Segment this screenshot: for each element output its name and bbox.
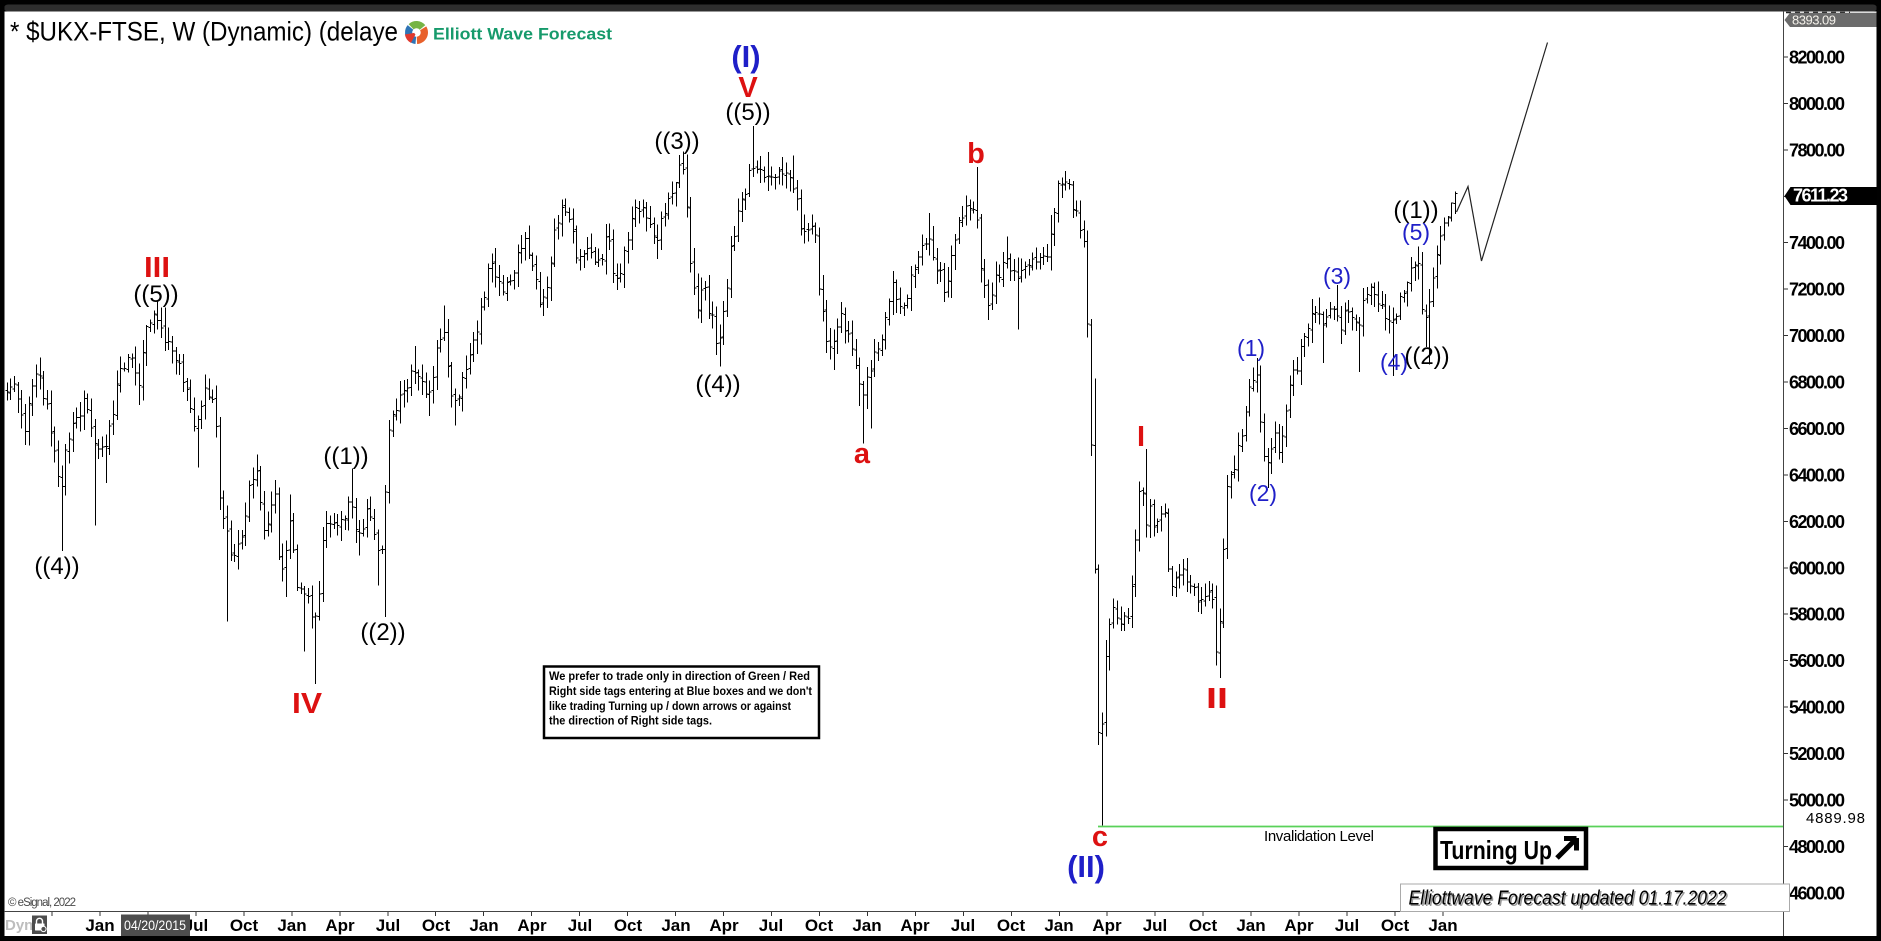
svg-text:Jul: Jul <box>568 916 593 935</box>
svg-text:4800.00: 4800.00 <box>1789 837 1845 857</box>
svg-text:Jan: Jan <box>1044 916 1073 935</box>
svg-text:8000.00: 8000.00 <box>1789 94 1845 114</box>
svg-text:We prefer to trade only in dir: We prefer to trade only in direction of … <box>549 669 810 683</box>
svg-text:c: c <box>1092 821 1108 853</box>
svg-text:Oct: Oct <box>614 916 643 935</box>
svg-text:Oct: Oct <box>997 916 1026 935</box>
svg-text:Oct: Oct <box>422 916 451 935</box>
svg-text:Apr: Apr <box>325 916 355 935</box>
svg-text:((5)): ((5)) <box>725 99 770 126</box>
svg-text:7000.00: 7000.00 <box>1789 326 1845 346</box>
svg-text:* $UKX-FTSE, W (Dynamic) (dela: * $UKX-FTSE, W (Dynamic) (delaye <box>10 17 398 47</box>
svg-text:III: III <box>144 252 170 284</box>
svg-text:Apr: Apr <box>517 916 547 935</box>
svg-text:8200.00: 8200.00 <box>1789 48 1845 68</box>
svg-text:II: II <box>1206 683 1228 715</box>
svg-text:((4)): ((4)) <box>34 553 79 580</box>
svg-text:Oct: Oct <box>1189 916 1218 935</box>
svg-text:6800.00: 6800.00 <box>1789 373 1845 393</box>
svg-text:© eSignal, 2022: © eSignal, 2022 <box>8 897 76 909</box>
svg-text:7200.00: 7200.00 <box>1789 280 1845 300</box>
svg-text:6600.00: 6600.00 <box>1789 419 1845 439</box>
svg-text:Jan: Jan <box>277 916 306 935</box>
svg-text:(1): (1) <box>1237 335 1265 361</box>
svg-text:b: b <box>967 138 985 170</box>
svg-text:Apr: Apr <box>1284 916 1314 935</box>
svg-text:6200.00: 6200.00 <box>1789 512 1845 532</box>
svg-text:like trading Turning up / down: like trading Turning up / down arrows or… <box>549 699 791 713</box>
svg-text:Right side tags entering at Bl: Right side tags entering at Blue boxes a… <box>549 684 812 698</box>
svg-text:Jul: Jul <box>951 916 976 935</box>
svg-text:Apr: Apr <box>709 916 739 935</box>
svg-text:((1)): ((1)) <box>1393 197 1438 224</box>
svg-text:Elliottwave Forecast updated 0: Elliottwave Forecast updated 01.17.2022 <box>1410 889 1728 911</box>
svg-text:7800.00: 7800.00 <box>1789 140 1845 160</box>
svg-text:((2)): ((2)) <box>1404 343 1449 370</box>
svg-text:5400.00: 5400.00 <box>1789 698 1845 718</box>
svg-text:4889.98: 4889.98 <box>1806 810 1865 827</box>
svg-text:IV: IV <box>292 688 323 720</box>
svg-text:V: V <box>738 72 758 104</box>
svg-text:8393.09: 8393.09 <box>1792 13 1836 28</box>
svg-text:Dyn: Dyn <box>5 917 33 934</box>
svg-text:Elliottwave Forecast updated 0: Elliottwave Forecast updated 01.17.2022 <box>1409 888 1727 910</box>
svg-text:Jan: Jan <box>661 916 690 935</box>
svg-text:Jul: Jul <box>1335 916 1360 935</box>
svg-text:4600.00: 4600.00 <box>1789 883 1845 903</box>
svg-text:Jan: Jan <box>85 916 114 935</box>
svg-text:Apr: Apr <box>1092 916 1122 935</box>
svg-text:(3): (3) <box>1323 263 1351 289</box>
svg-text:Oct: Oct <box>230 916 259 935</box>
svg-text:Jul: Jul <box>759 916 784 935</box>
svg-text:(I): (I) <box>731 39 760 74</box>
svg-text:5000.00: 5000.00 <box>1789 791 1845 811</box>
svg-text:a: a <box>854 438 871 470</box>
svg-text:(2): (2) <box>1249 480 1277 506</box>
svg-text:6000.00: 6000.00 <box>1789 558 1845 578</box>
svg-text:I: I <box>1137 421 1145 453</box>
svg-text:Jan: Jan <box>1428 916 1457 935</box>
svg-text:Apr: Apr <box>900 916 930 935</box>
svg-text:((4)): ((4)) <box>695 371 740 398</box>
svg-text:7400.00: 7400.00 <box>1789 233 1845 253</box>
svg-text:5600.00: 5600.00 <box>1789 651 1845 671</box>
svg-text:7611.23: 7611.23 <box>1793 186 1848 206</box>
svg-text:Elliott Wave Forecast: Elliott Wave Forecast <box>433 25 612 44</box>
svg-text:04/20/2015: 04/20/2015 <box>124 917 186 933</box>
svg-text:(5): (5) <box>1402 219 1430 245</box>
svg-text:(4): (4) <box>1380 349 1408 375</box>
svg-text:Invalidation Level: Invalidation Level <box>1264 828 1374 845</box>
svg-text:6400.00: 6400.00 <box>1789 465 1845 485</box>
svg-text:Oct: Oct <box>805 916 834 935</box>
svg-text:5800.00: 5800.00 <box>1789 605 1845 625</box>
svg-text:Jul: Jul <box>1143 916 1168 935</box>
svg-text:((2)): ((2)) <box>360 619 405 646</box>
svg-text:Turning Up: Turning Up <box>1440 835 1552 865</box>
svg-text:Jul: Jul <box>376 916 401 935</box>
svg-text:Jan: Jan <box>469 916 498 935</box>
svg-text:(II): (II) <box>1067 849 1105 884</box>
svg-text:Jan: Jan <box>852 916 881 935</box>
svg-text:((5)): ((5)) <box>133 281 178 308</box>
svg-text:Jan: Jan <box>1236 916 1265 935</box>
svg-text:((1)): ((1)) <box>323 443 368 470</box>
svg-text:Oct: Oct <box>1381 916 1410 935</box>
svg-text:((3)): ((3)) <box>654 128 699 155</box>
svg-text:the direction of Right side ta: the direction of Right side tags. <box>549 714 712 728</box>
svg-text:5200.00: 5200.00 <box>1789 744 1845 764</box>
